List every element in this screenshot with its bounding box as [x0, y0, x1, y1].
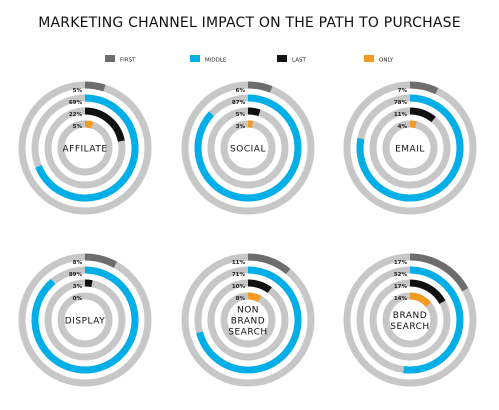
radial-chart-display: 8% 89% 3% 0% DISPLAY: [18, 253, 152, 387]
radial-charts: 5% 69% 22% 5% AFFILATE 6% 87% 5% 3% SOCIAL 7% 78% 11…: [18, 81, 477, 387]
ring-arc-first: [247, 253, 291, 275]
ring-arc-only: [409, 120, 417, 129]
ring-arc-only: [247, 292, 262, 303]
ring-arc-first: [409, 253, 469, 292]
ring-arc-first: [247, 81, 273, 93]
legend-label-only: ONLY: [379, 58, 394, 64]
legend-label-middle: MIDDLE: [205, 58, 227, 64]
ring-arc-middle: [31, 266, 139, 374]
ring-arc-only: [409, 292, 432, 308]
ring-arc-only: [84, 120, 94, 129]
value-label-only: 14%: [394, 296, 408, 302]
channel-label: DISPLAY: [65, 317, 105, 327]
legend-label-first: FIRST: [120, 58, 136, 64]
legend-label-last: LAST: [292, 58, 306, 64]
ring-arc-last: [84, 107, 125, 142]
value-label-first: 6%: [236, 88, 246, 94]
ring-arc-last: [247, 107, 261, 117]
value-label-only: 4%: [398, 124, 408, 130]
ring-arc-middle: [35, 94, 139, 202]
value-label-last: 10%: [232, 284, 246, 290]
value-label-last: 11%: [394, 112, 408, 118]
channel-label: BRAND: [393, 311, 427, 321]
value-label-only: 0%: [73, 296, 83, 302]
channel-label: EMAIL: [395, 145, 425, 155]
value-label-first: 7%: [398, 88, 408, 94]
chart-title: MARKETING CHANNEL IMPACT ON THE PATH TO …: [38, 15, 460, 31]
value-label-only: 8%: [236, 296, 246, 302]
value-label-last: 3%: [73, 284, 83, 290]
legend-swatch-last: [277, 55, 287, 62]
legend-swatch-first: [105, 55, 115, 62]
radial-chart-social: 6% 87% 5% 3% SOCIAL: [181, 81, 315, 215]
value-label-middle: 71%: [232, 272, 246, 278]
ring-track-only: [57, 292, 113, 348]
legend-swatch-only: [364, 55, 374, 62]
value-label-only: 5%: [73, 124, 83, 130]
value-label-first: 5%: [73, 88, 83, 94]
value-label-middle: 52%: [394, 272, 408, 278]
value-label-last: 22%: [69, 112, 83, 118]
channel-label: BRAND: [231, 317, 265, 327]
value-label-middle: 87%: [232, 100, 246, 106]
radial-chart-email: 7% 78% 11% 4% EMAIL: [343, 81, 477, 215]
legend: FIRST MIDDLE LAST ONLY: [105, 55, 394, 64]
ring-arc-middle: [403, 266, 464, 374]
ring-arc-middle: [356, 94, 464, 202]
value-label-only: 3%: [236, 124, 246, 130]
value-label-middle: 69%: [69, 100, 83, 106]
ring-arc-middle: [194, 94, 302, 202]
value-label-first: 8%: [73, 260, 83, 266]
ring-arc-first: [409, 81, 439, 95]
channel-label: AFFILATE: [62, 145, 107, 155]
channel-label: NON: [237, 306, 259, 316]
value-label-last: 5%: [236, 112, 246, 118]
channel-label: SOCIAL: [230, 145, 266, 155]
radial-chart-affilate: 5% 69% 22% 5% AFFILATE: [18, 81, 152, 215]
value-label-last: 17%: [394, 284, 408, 290]
channel-label: SEARCH: [390, 322, 429, 332]
value-label-middle: 89%: [69, 272, 83, 278]
value-label-middle: 78%: [394, 100, 408, 106]
legend-swatch-middle: [190, 55, 200, 62]
channel-label: SEARCH: [228, 328, 267, 338]
ring-arc-first: [84, 81, 106, 92]
value-label-first: 17%: [394, 260, 408, 266]
ring-arc-last: [247, 279, 272, 294]
ring-arc-last: [84, 279, 93, 288]
ring-arc-last: [409, 279, 446, 305]
ring-arc-first: [84, 253, 118, 268]
ring-arc-last: [409, 107, 436, 123]
value-label-first: 11%: [232, 260, 246, 266]
ring-arc-middle: [196, 266, 302, 374]
